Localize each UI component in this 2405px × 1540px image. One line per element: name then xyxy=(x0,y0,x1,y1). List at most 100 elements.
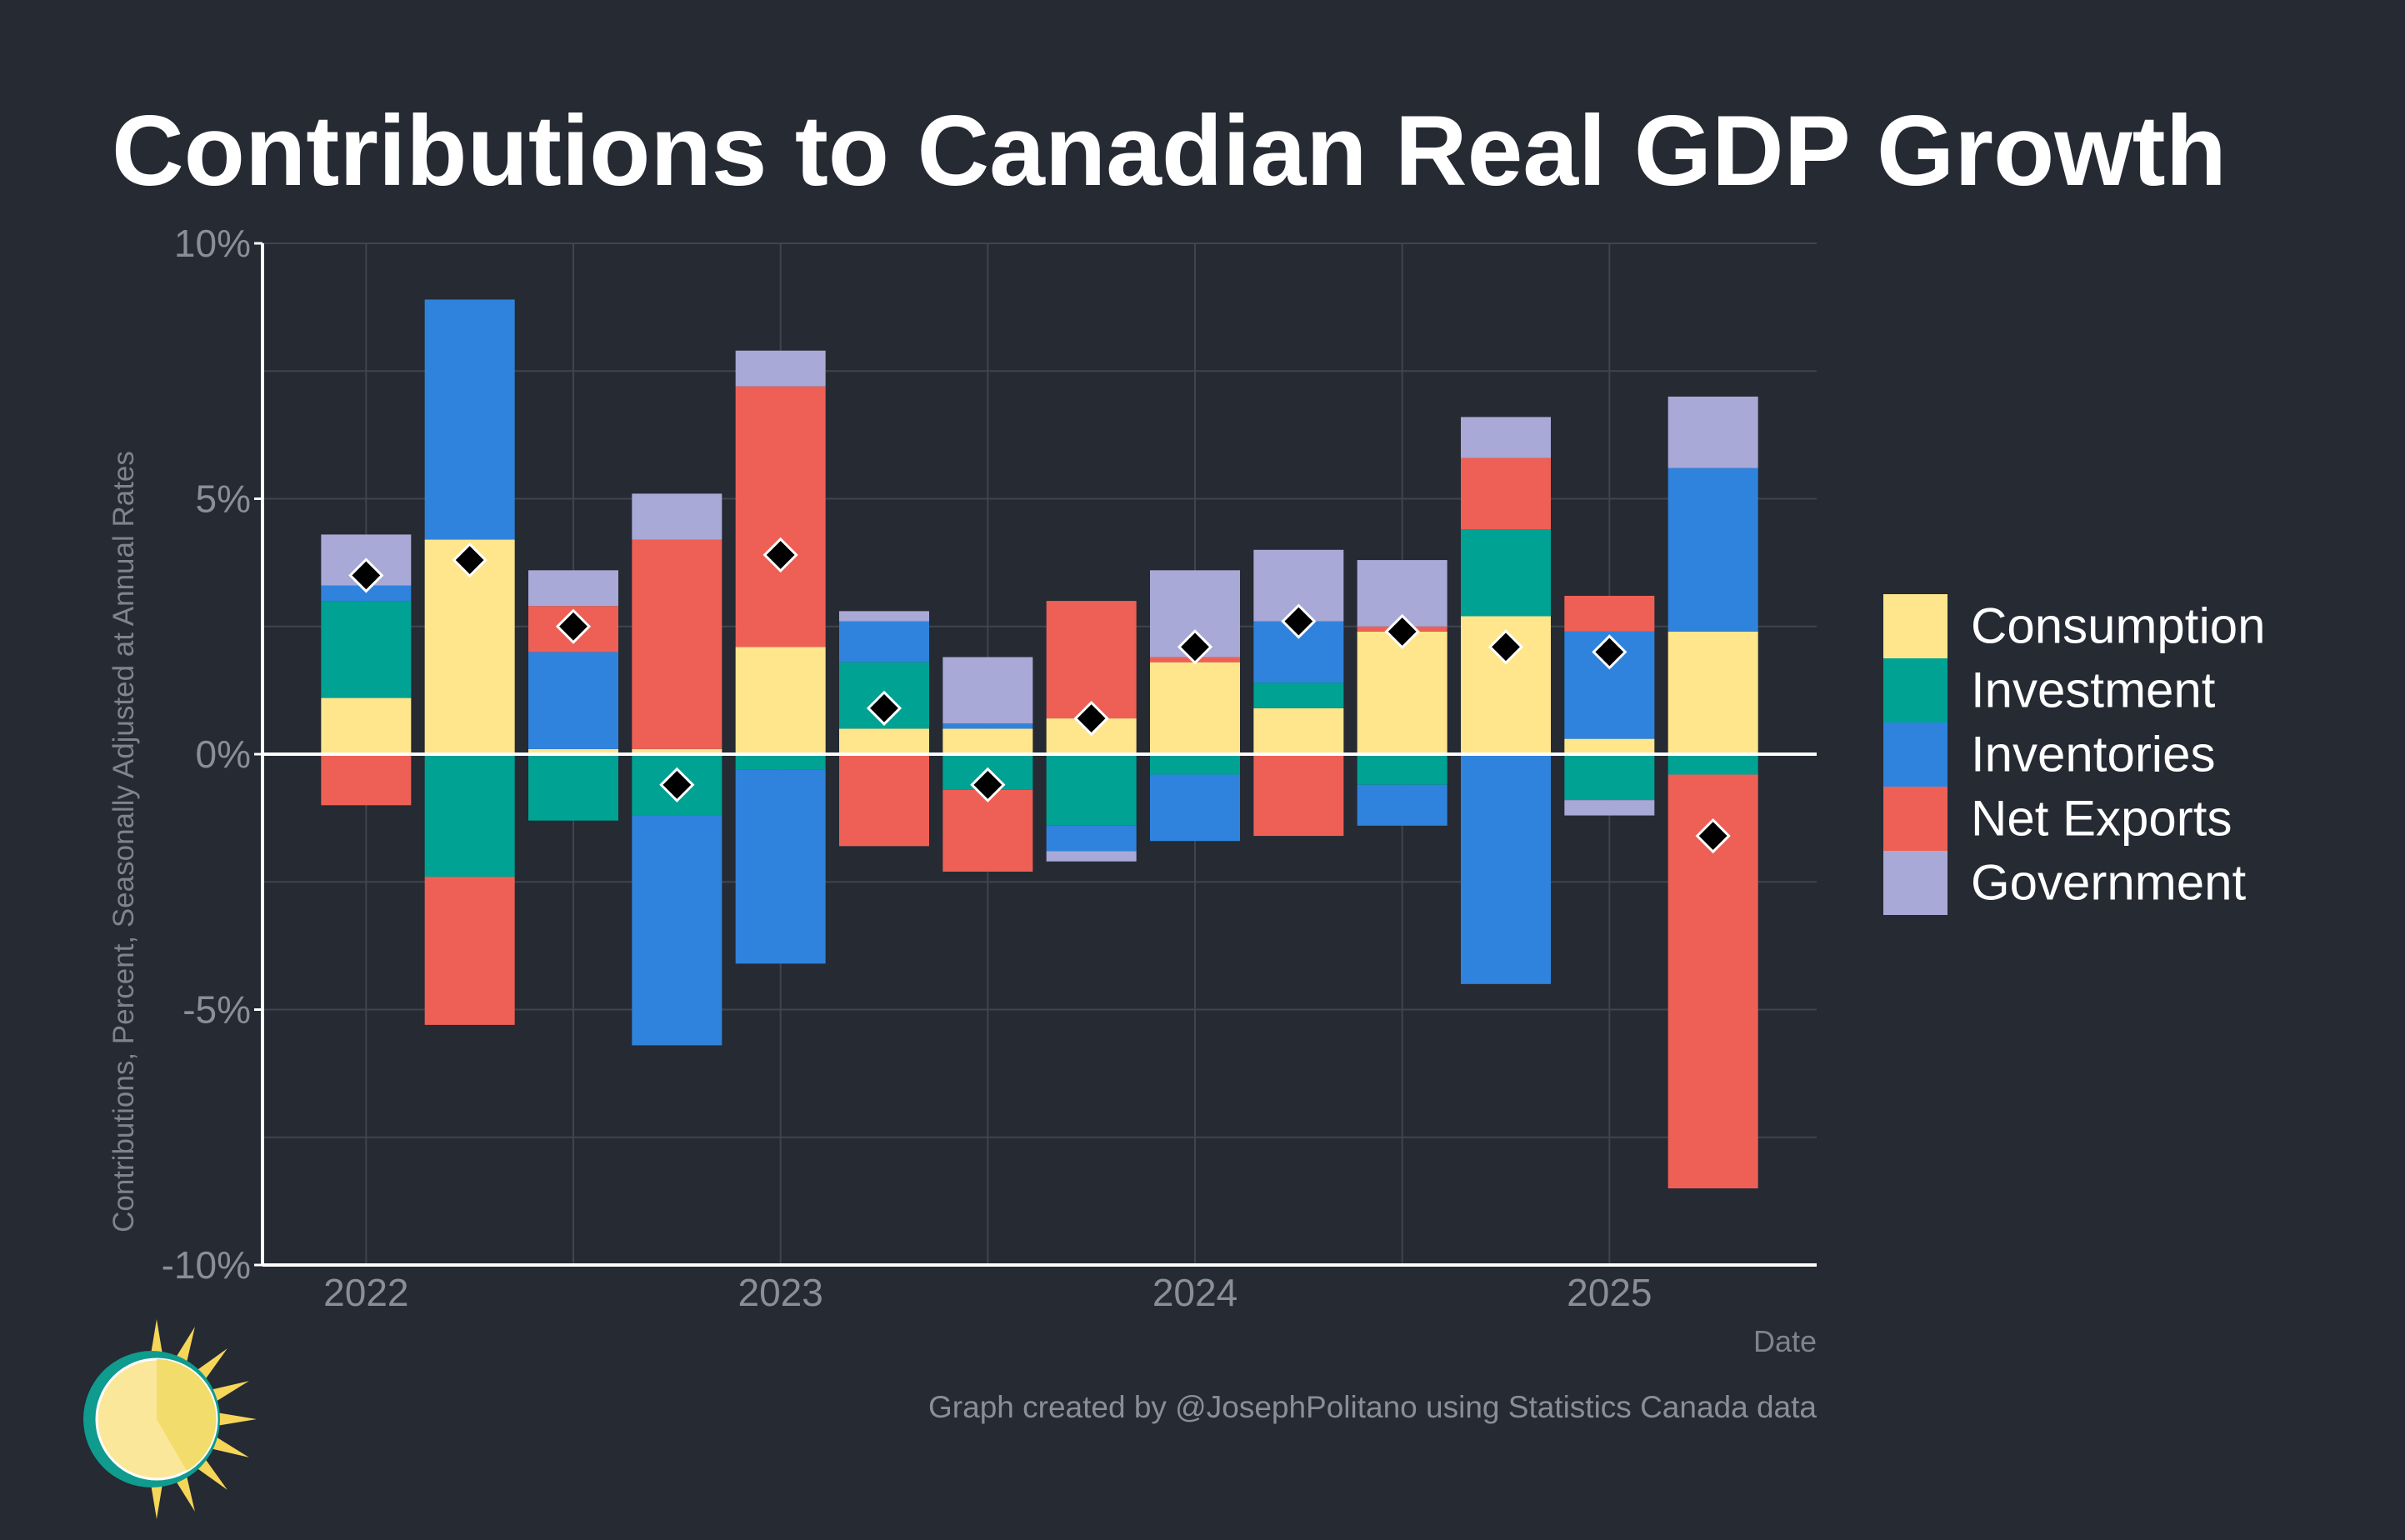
bar-segment-net-exports xyxy=(1046,601,1137,719)
bar-segment-net-exports xyxy=(632,539,722,749)
y-tick-label: -5% xyxy=(182,988,251,1032)
sun-ray xyxy=(207,1381,249,1404)
total-diamond-marker xyxy=(348,558,384,593)
bar-segment-investment xyxy=(528,754,618,821)
bar-segment-inventories xyxy=(1461,754,1551,984)
sun-ray xyxy=(207,1434,249,1458)
legend-label: Investment xyxy=(1971,662,2216,718)
sun-ray xyxy=(149,1319,164,1362)
bar-segment-net-exports xyxy=(942,789,1033,872)
total-diamond-marker xyxy=(1695,818,1731,854)
total-diamond-marker xyxy=(1384,613,1420,650)
bar-segment-net-exports xyxy=(1461,458,1551,530)
bar-segment-inventories xyxy=(632,815,722,1046)
bar-segment-net-exports xyxy=(735,386,826,648)
bar-segment-investment xyxy=(1046,754,1137,826)
bar-segment-net-exports xyxy=(1253,754,1344,837)
bar-segment-inventories xyxy=(735,769,826,964)
bar-segment-government xyxy=(1564,800,1655,816)
legend-swatch-consumption xyxy=(1883,594,1948,658)
bar-segment-government xyxy=(839,611,929,622)
x-tick-label: 2023 xyxy=(738,1271,822,1314)
bar-segment-inventories xyxy=(839,621,929,662)
bar-segment-inventories xyxy=(528,652,618,749)
total-diamond-marker xyxy=(452,542,488,578)
bar-segment-investment xyxy=(1150,754,1240,775)
bar-segment-consumption xyxy=(321,698,412,754)
bar-segment-consumption xyxy=(1150,662,1240,754)
bar-segment-investment xyxy=(1668,754,1758,775)
bar-segment-net-exports xyxy=(424,877,515,1025)
bar-segment-inventories xyxy=(942,723,1033,729)
legend: Consumption Investment Inventories Net Expo… xyxy=(1883,594,2266,915)
y-tick-label: 5% xyxy=(196,478,251,521)
bar-segment-inventories xyxy=(1357,784,1448,826)
bar-segment-investment xyxy=(321,601,412,698)
total-diamond-marker xyxy=(762,537,798,573)
legend-swatch-government xyxy=(1883,851,1948,915)
bar-segment-investment xyxy=(735,754,826,770)
bar-segment-government xyxy=(528,570,618,607)
total-diamond-marker xyxy=(659,767,695,802)
bar-segment-government xyxy=(735,350,826,387)
total-diamond-marker xyxy=(1592,634,1628,670)
bar-segment-investment xyxy=(424,754,515,878)
bar-segment-consumption xyxy=(1253,708,1344,754)
chart-title: Contributions to Canadian Real GDP Growt… xyxy=(112,95,2227,207)
bar-segment-net-exports xyxy=(839,754,929,847)
sun-ray xyxy=(214,1412,257,1427)
sun-shade xyxy=(157,1359,217,1471)
total-diamond-marker xyxy=(1488,629,1524,665)
legend-label: Government xyxy=(1971,855,2246,911)
bar-segment-consumption xyxy=(1564,738,1655,754)
total-diamond-marker xyxy=(1281,603,1317,639)
bar-segment-government xyxy=(1461,417,1551,458)
y-tick-label: 0% xyxy=(196,732,251,776)
total-markers xyxy=(348,537,1731,854)
legend-swatch-net-exports xyxy=(1883,787,1948,851)
legend-label: Net Exports xyxy=(1971,791,2232,847)
bar-segment-government xyxy=(1046,851,1137,862)
y-tick-label: -10% xyxy=(162,1243,251,1287)
bar-segment-government xyxy=(942,657,1033,724)
total-diamond-marker xyxy=(555,608,592,644)
bar-segment-inventories xyxy=(1046,825,1137,852)
total-diamond-marker xyxy=(866,690,902,726)
y-tick-label: 10% xyxy=(174,222,251,265)
bars xyxy=(321,299,1758,1189)
bar-segment-consumption xyxy=(942,728,1033,754)
x-axis-label: Date xyxy=(1753,1324,1817,1358)
bar-segment-government xyxy=(1668,396,1758,468)
bar-segment-consumption xyxy=(632,748,722,754)
bar-segment-inventories xyxy=(424,299,515,540)
bar-segment-investment xyxy=(1253,682,1344,708)
total-diamond-marker xyxy=(1177,629,1213,665)
source-caption: Graph created by @JosephPolitano using S… xyxy=(928,1390,1817,1424)
bar-segment-consumption xyxy=(1668,631,1758,754)
bar-segment-consumption xyxy=(528,748,618,754)
legend-label: Consumption xyxy=(1971,598,2266,654)
legend-label: Inventories xyxy=(1971,727,2216,782)
tick-labels: -10% -5% 0% 5% 10% 2022 2023 2024 2025 xyxy=(162,222,1652,1314)
bar-segment-investment xyxy=(1564,754,1655,801)
bar-segment-inventories xyxy=(321,585,412,602)
sun-ray xyxy=(149,1477,164,1519)
bar-segment-investment xyxy=(1461,529,1551,617)
total-diamond-marker xyxy=(1073,700,1109,737)
bar-segment-consumption xyxy=(735,647,826,754)
bar-segment-consumption xyxy=(839,728,929,754)
bar-segment-inventories xyxy=(1150,774,1240,842)
sun-logo-icon xyxy=(83,1319,257,1519)
total-diamond-marker xyxy=(970,767,1006,802)
x-tick-label: 2025 xyxy=(1567,1271,1652,1314)
x-tick-label: 2024 xyxy=(1152,1271,1238,1314)
legend-swatch-inventories xyxy=(1883,722,1948,787)
bar-segment-consumption xyxy=(1357,631,1448,754)
bar-segment-net-exports xyxy=(1564,595,1655,632)
legend-swatch-investment xyxy=(1883,658,1948,722)
bar-segment-government xyxy=(632,493,722,540)
bar-segment-inventories xyxy=(1668,468,1758,632)
y-axis-label: Contributions, Percent, Seasonally Adjus… xyxy=(108,451,140,1232)
